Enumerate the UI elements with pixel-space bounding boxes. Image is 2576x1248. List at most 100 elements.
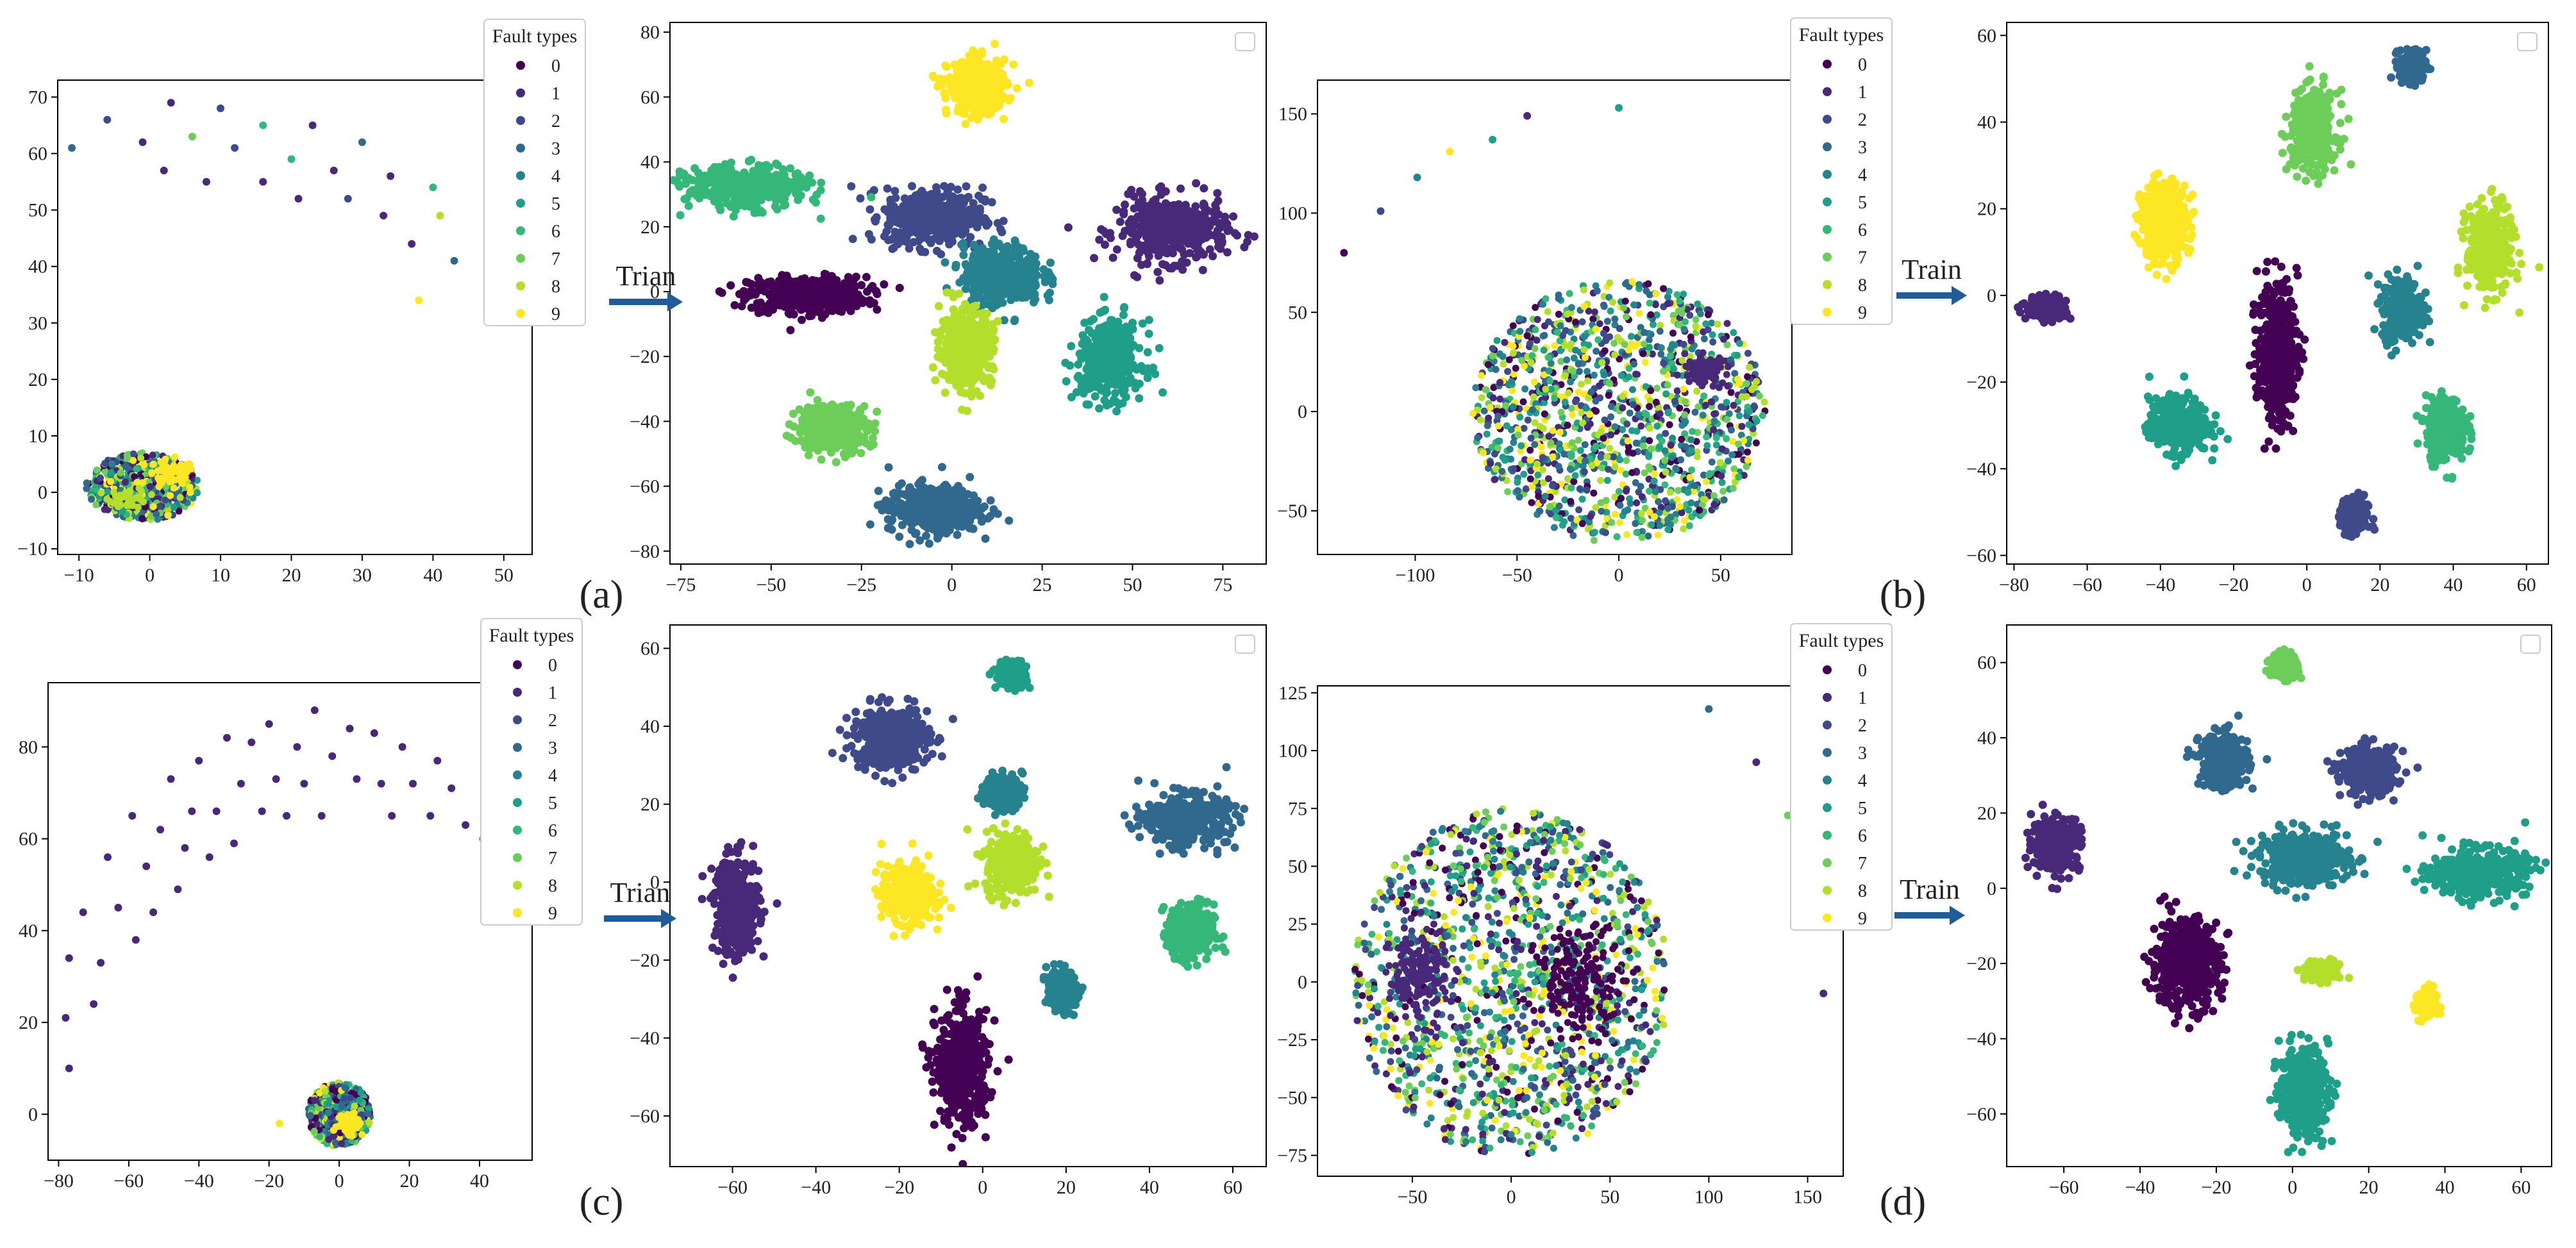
data-point: [1110, 353, 1119, 362]
data-point: [1194, 245, 1203, 254]
data-point: [710, 190, 719, 199]
data-point: [707, 166, 716, 175]
data-point: [953, 530, 962, 539]
data-point: [830, 433, 839, 442]
data-point: [1155, 183, 1164, 192]
data-point: [784, 309, 793, 318]
data-point: [737, 289, 746, 298]
data-point: [93, 466, 101, 474]
data-point: [908, 217, 917, 226]
data-point: [1044, 268, 1053, 277]
data-point: [951, 216, 960, 225]
legend-marker: [516, 199, 525, 208]
data-point: [702, 188, 711, 197]
data-point: [816, 286, 825, 295]
data-point: [159, 462, 167, 470]
data-point: [958, 230, 967, 239]
data-point: [999, 278, 1008, 287]
data-point: [978, 109, 987, 118]
data-point: [989, 235, 998, 244]
data-point: [868, 281, 877, 290]
data-point: [805, 171, 814, 180]
data-point: [123, 501, 131, 508]
data-point: [719, 175, 728, 184]
data-point: [176, 494, 184, 501]
x-tick-label: 10: [211, 565, 230, 586]
data-point: [832, 458, 841, 467]
data-point: [951, 503, 960, 512]
data-point: [999, 316, 1008, 325]
legend-label: 8: [551, 277, 560, 297]
data-point: [1135, 394, 1144, 403]
y-tick-label: 10: [28, 426, 47, 447]
data-point: [863, 287, 871, 296]
data-point: [1145, 208, 1154, 216]
data-point: [1169, 201, 1178, 210]
data-point: [798, 315, 806, 324]
data-point: [866, 299, 874, 308]
data-point: [1192, 179, 1201, 188]
data-point: [1120, 303, 1128, 312]
data-point: [958, 238, 967, 247]
data-point: [133, 465, 140, 472]
x-tick-label: 20: [281, 565, 301, 586]
data-point: [918, 506, 926, 514]
data-point: [946, 73, 955, 82]
data-point: [1127, 185, 1135, 194]
data-point: [1216, 223, 1225, 232]
data-point: [898, 503, 907, 512]
data-point: [693, 176, 702, 185]
data-point: [1008, 251, 1017, 260]
data-point: [1191, 202, 1200, 211]
data-point: [714, 163, 723, 172]
data-point: [884, 463, 893, 472]
data-point: [1151, 195, 1160, 204]
data-point: [848, 424, 857, 433]
data-point: [891, 187, 899, 196]
data-point: [1206, 231, 1215, 240]
data-point: [885, 218, 894, 227]
data-point: [330, 167, 338, 174]
data-point: [1155, 344, 1164, 353]
data-point: [964, 367, 973, 376]
data-point: [973, 256, 982, 264]
data-point: [843, 411, 852, 420]
data-point: [1108, 253, 1117, 262]
data-point: [954, 481, 963, 490]
data-point: [747, 303, 756, 312]
data-point: [179, 479, 187, 487]
data-point: [1009, 292, 1018, 301]
data-point: [1170, 242, 1179, 251]
data-point: [1002, 269, 1011, 278]
data-point: [874, 487, 883, 495]
data-point: [1211, 201, 1220, 210]
legend-label: 7: [551, 249, 560, 269]
data-point: [1096, 330, 1105, 339]
data-point: [700, 171, 709, 180]
data-point: [259, 121, 267, 129]
data-point: [694, 188, 703, 197]
data-point: [716, 206, 725, 215]
data-point: [807, 312, 816, 320]
data-point: [161, 496, 169, 504]
data-point: [927, 222, 936, 231]
data-point: [867, 193, 876, 202]
legend-title: Fault types: [492, 26, 578, 47]
data-point: [690, 164, 699, 173]
data-point: [933, 529, 942, 538]
data-point: [856, 194, 865, 203]
data-point: [966, 524, 974, 533]
data-point: [934, 302, 943, 311]
data-point: [878, 506, 887, 515]
data-point: [1198, 265, 1207, 274]
legend-label: 6: [551, 222, 560, 242]
data-point: [133, 478, 141, 486]
data-point: [450, 256, 458, 265]
data-point: [948, 224, 957, 233]
data-point: [1144, 252, 1153, 261]
data-point: [871, 215, 879, 224]
data-point: [976, 392, 985, 400]
data-point: [131, 473, 138, 481]
data-point: [895, 283, 904, 292]
data-point: [1010, 317, 1019, 326]
